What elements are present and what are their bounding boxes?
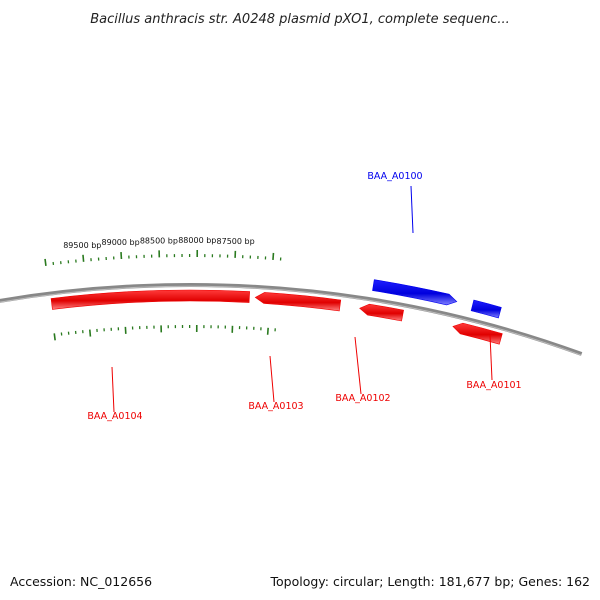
gene-arrow[interactable] <box>359 303 404 322</box>
gene-arrow[interactable] <box>372 279 458 306</box>
tick-label: 88000 bp <box>178 236 216 245</box>
gene-label[interactable]: BAA_A0102 <box>335 393 390 404</box>
major-tick <box>82 254 85 262</box>
gene-label-leader <box>269 355 275 403</box>
gene-baa_a0100[interactable]: BAA_A0100 <box>367 171 458 306</box>
gene-arrow-partial[interactable] <box>470 299 502 319</box>
major-tick <box>44 258 47 266</box>
tick-label: 89500 bp <box>63 241 101 250</box>
tick-labels: 89500 bp 89000 bp 88500 bp 88000 bp 87500 bp <box>63 236 254 250</box>
gene-features: BAA_A0100 BAA_A0101 BAA_A0102 BAA_A0103 BAA_… <box>50 171 522 422</box>
gene-label-leader <box>111 366 115 413</box>
plasmid-backbone <box>0 283 583 356</box>
tick-label: 89000 bp <box>102 238 140 247</box>
gene-baa_a0104[interactable]: BAA_A0104 <box>50 289 250 422</box>
gene-baa_a0103[interactable]: BAA_A0103 <box>248 292 342 412</box>
outer-tick-ring <box>44 250 282 266</box>
gene-arrow[interactable] <box>50 289 250 310</box>
gene-baa_a0101[interactable]: BAA_A0101 <box>452 322 522 391</box>
map-title: Bacillus anthracis str. A0248 plasmid pX… <box>90 12 510 27</box>
accession-text: Accession: NC_012656 <box>10 574 152 589</box>
topology-summary-text: Topology: circular; Length: 181,677 bp; … <box>270 574 591 589</box>
gene-label[interactable]: BAA_A0101 <box>466 380 521 391</box>
gene-label[interactable]: BAA_A0103 <box>248 401 303 412</box>
gene-label[interactable]: BAA_A0100 <box>367 171 422 182</box>
tick-label: 88500 bp <box>140 236 178 245</box>
gene-label-leader <box>489 334 493 381</box>
major-tick <box>88 329 92 337</box>
major-tick <box>53 333 56 341</box>
gene-arrow[interactable] <box>254 292 342 312</box>
gene-label-leader <box>410 185 414 234</box>
gene-label-leader <box>354 336 362 395</box>
gene-baa_a0102[interactable]: BAA_A0102 <box>335 303 404 404</box>
tick-label: 87500 bp <box>217 237 255 246</box>
inner-tick-ring <box>53 324 276 341</box>
backbone-highlight <box>0 285 582 356</box>
gene-label[interactable]: BAA_A0104 <box>87 411 142 422</box>
